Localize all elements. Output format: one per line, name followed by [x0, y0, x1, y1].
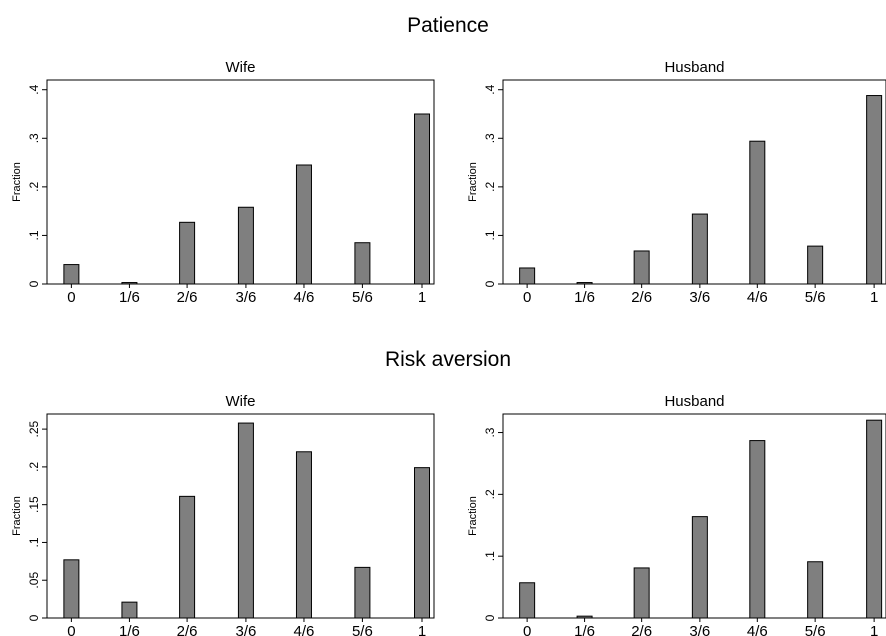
risk-aversion-husband-y-tick-label: .1	[483, 551, 497, 561]
patience-wife-y-tick-label: .4	[27, 84, 41, 94]
risk-aversion-wife-x-tick-label: 1/6	[119, 623, 140, 636]
patience-husband-x-tick-label: 5/6	[805, 289, 826, 306]
risk-aversion-wife-x-tick-label: 5/6	[352, 623, 373, 636]
patience-wife-bar	[121, 282, 138, 285]
patience-husband-x-tick-label: 1/6	[574, 289, 595, 306]
patience-wife-x-tick-label: 3/6	[235, 289, 256, 306]
patience-wife-x-tick-label: 0	[67, 289, 75, 306]
patience-husband-x-tick-label: 2/6	[631, 289, 652, 306]
risk-aversion-wife-bar	[179, 495, 196, 619]
patience-husband-y-tick-label: 0	[483, 280, 497, 287]
patience-wife-x-tick-label: 2/6	[177, 289, 198, 306]
risk-aversion-wife-x-tick-label: 2/6	[177, 623, 198, 636]
risk-aversion-wife-y-axis-label: Fraction	[11, 496, 23, 536]
risk-aversion-section-title: Risk aversion	[385, 348, 511, 371]
patience-section-title: Patience	[407, 14, 489, 37]
patience-wife-bar	[179, 221, 196, 285]
risk-aversion-husband-bar	[807, 561, 824, 619]
patience-wife-bar	[63, 264, 80, 285]
risk-aversion-wife-bar	[414, 467, 431, 619]
risk-aversion-husband-x-tick-label: 3/6	[689, 623, 710, 636]
patience-wife-chart: Wife Fraction 0 .1 .2 .3 .4 0 1/6 2/6 3/6 4/6 5/6 1	[11, 59, 435, 306]
risk-aversion-husband-bar	[576, 615, 593, 619]
risk-aversion-husband-y-tick-label: .3	[483, 427, 497, 437]
risk-aversion-wife-y-tick-label: .25	[27, 420, 41, 437]
risk-aversion-husband-bar	[691, 516, 708, 619]
risk-aversion-husband-x-tick-label: 5/6	[805, 623, 826, 636]
risk-aversion-wife-y-tick-label: .15	[27, 496, 41, 513]
patience-wife-y-tick-label: .1	[27, 230, 41, 240]
patience-husband-bar	[866, 95, 883, 285]
patience-husband-bar	[576, 282, 593, 285]
risk-aversion-husband-panel-title: Husband	[664, 393, 724, 410]
patience-husband-y-tick-label: .3	[483, 133, 497, 143]
patience-husband-y-tick-label: .2	[483, 182, 497, 192]
patience-wife-y-tick-label: 0	[27, 280, 41, 287]
risk-aversion-husband-x-tick-label: 0	[523, 623, 531, 636]
risk-aversion-wife-y-tick-label: .2	[27, 462, 41, 472]
patience-wife-y-axis-label: Fraction	[11, 162, 23, 202]
risk-aversion-wife-x-tick-label: 0	[67, 623, 75, 636]
patience-husband-x-tick-label: 1	[870, 289, 878, 306]
risk-aversion-husband-x-tick-label: 4/6	[747, 623, 768, 636]
patience-wife-x-tick-label: 1	[418, 289, 426, 306]
risk-aversion-wife-bar	[63, 559, 80, 619]
risk-aversion-wife-y-tick-label: 0	[27, 614, 41, 621]
patience-husband-bar	[633, 250, 650, 285]
risk-aversion-wife-x-tick-label: 3/6	[235, 623, 256, 636]
risk-aversion-husband-bar	[749, 440, 766, 619]
risk-aversion-husband-y-tick-label: 0	[483, 614, 497, 621]
patience-husband-bar	[807, 245, 824, 285]
risk-aversion-husband-y-tick-label: .2	[483, 489, 497, 499]
risk-aversion-wife-y-tick-label: .05	[27, 572, 41, 589]
risk-aversion-wife-x-tick-label: 1	[418, 623, 426, 636]
risk-aversion-wife-chart: Wife Fraction 0 .05 .1 .15 .2 .25 0 1/6 2/6 3/6 4/6 5…	[11, 393, 435, 636]
patience-wife-x-tick-label: 5/6	[352, 289, 373, 306]
patience-husband-y-tick-label: .1	[483, 230, 497, 240]
patience-wife-bar	[295, 164, 312, 285]
patience-wife-bar	[237, 206, 254, 285]
patience-wife-x-tick-label: 1/6	[119, 289, 140, 306]
patience-wife-y-tick-label: .2	[27, 182, 41, 192]
risk-aversion-husband-bar	[866, 419, 883, 619]
patience-husband-panel-title: Husband	[664, 59, 724, 76]
patience-wife-bar	[414, 113, 431, 285]
risk-aversion-wife-bar	[121, 601, 138, 619]
risk-aversion-wife-y-tick-label: .1	[27, 537, 41, 547]
risk-aversion-wife-panel-title: Wife	[226, 393, 256, 410]
patience-wife-panel-title: Wife	[226, 59, 256, 76]
risk-aversion-wife-x-tick-label: 4/6	[294, 623, 315, 636]
patience-husband-chart: Husband Fraction 0 .1 .2 .3 .4 0 1/6 2/6 3/6 4/6 5/6…	[467, 59, 886, 306]
risk-aversion-husband-x-tick-label: 2/6	[631, 623, 652, 636]
patience-husband-bar	[519, 267, 536, 285]
risk-aversion-husband-bar	[633, 567, 650, 619]
patience-husband-x-tick-label: 4/6	[747, 289, 768, 306]
patience-husband-y-axis-label: Fraction	[467, 162, 479, 202]
risk-aversion-husband-x-tick-label: 1/6	[574, 623, 595, 636]
patience-husband-bar	[691, 213, 708, 285]
risk-aversion-wife-bar	[354, 566, 371, 619]
patience-wife-x-tick-label: 4/6	[294, 289, 315, 306]
patience-husband-y-tick-label: .4	[483, 84, 497, 94]
patience-husband-x-tick-label: 3/6	[689, 289, 710, 306]
patience-wife-y-tick-label: .3	[27, 133, 41, 143]
risk-aversion-wife-bar	[237, 422, 254, 619]
risk-aversion-husband-bar	[519, 582, 536, 619]
risk-aversion-husband-chart: Husband Fraction 0 .1 .2 .3 0 1/6 2/6 3/6 4/6 5/6 1	[467, 393, 886, 636]
risk-aversion-wife-bar	[295, 451, 312, 619]
patience-husband-x-tick-label: 0	[523, 289, 531, 306]
risk-aversion-husband-y-axis-label: Fraction	[467, 496, 479, 536]
patience-husband-bar	[749, 140, 766, 285]
patience-wife-bar	[354, 242, 371, 285]
risk-aversion-husband-x-tick-label: 1	[870, 623, 878, 636]
